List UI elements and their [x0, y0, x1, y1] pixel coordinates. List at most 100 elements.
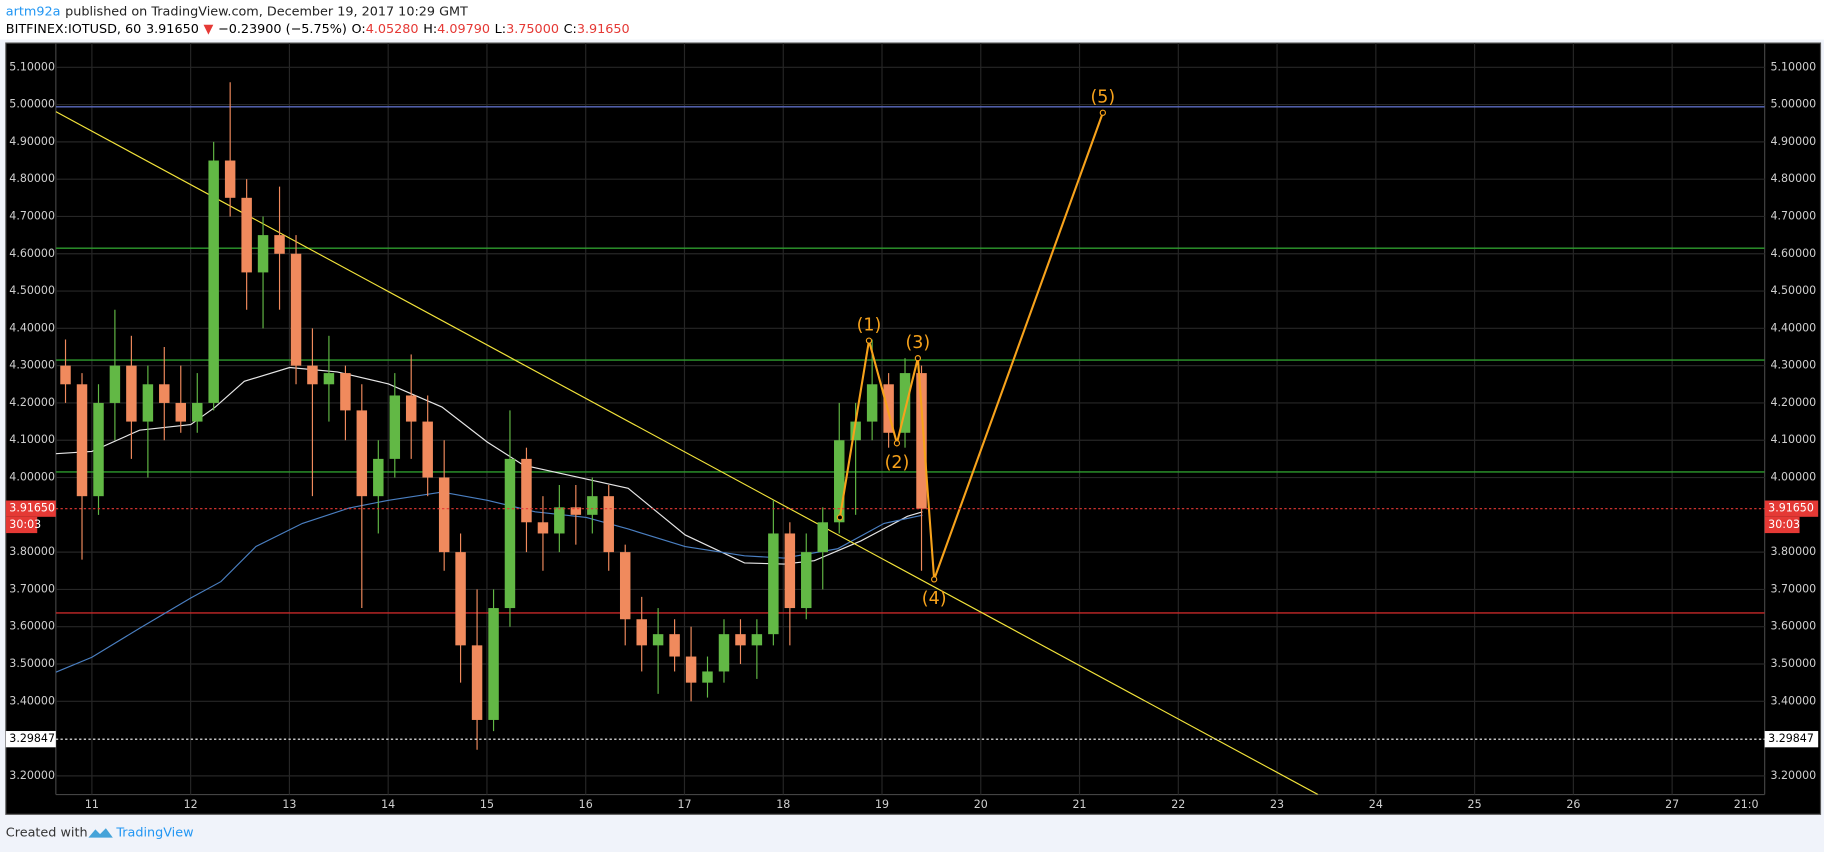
price-marker-label: 3.91650 — [9, 502, 55, 515]
countdown-label: 30:03 — [1768, 518, 1800, 531]
candle-body — [241, 197, 252, 273]
candle-body — [126, 365, 137, 422]
candle-body — [224, 160, 236, 198]
quote-part: 4.09790 — [437, 22, 490, 37]
y-tick-label: 3.40000 — [9, 694, 55, 707]
y-tick-label: 4.30000 — [9, 359, 55, 372]
wave-point — [836, 514, 844, 521]
candle-body — [866, 384, 878, 422]
x-tick-label: 19 — [875, 798, 889, 811]
candle-body — [850, 421, 861, 441]
candle-body — [669, 634, 680, 657]
wave-label: (2) — [885, 453, 910, 473]
wave-label: (5) — [1090, 88, 1115, 108]
y-tick-label: 4.20000 — [1770, 396, 1816, 409]
y-tick-label: 4.40000 — [1770, 321, 1816, 334]
y-tick-label: 4.40000 — [9, 321, 55, 334]
quote-part: L: — [495, 22, 506, 37]
y-tick-label: 3.40000 — [1770, 694, 1816, 707]
candle-body — [735, 634, 746, 646]
y-tick-label: 4.10000 — [1770, 433, 1816, 446]
quote-part: 3.91650 — [577, 22, 630, 37]
candle-body — [192, 402, 203, 422]
candle-body — [603, 496, 614, 553]
candle-body — [471, 645, 483, 720]
candle-body — [274, 235, 285, 254]
y-tick-label: 5.10000 — [9, 60, 55, 73]
quote-part: H: — [423, 22, 437, 37]
x-tick-label: 21 — [1073, 798, 1087, 811]
wave-point — [931, 576, 938, 583]
price-marker — [1764, 731, 1819, 748]
y-tick-label: 3.50000 — [9, 657, 55, 670]
candle-body — [405, 395, 417, 422]
wave-point — [1099, 109, 1106, 116]
quote-part: 4.05280 — [366, 22, 419, 37]
header-background — [0, 0, 1824, 40]
x-tick-label: 23 — [1270, 798, 1284, 811]
candle-body — [438, 477, 450, 553]
candle-body — [356, 410, 368, 497]
candle-body — [340, 373, 351, 411]
candle-body — [93, 402, 104, 497]
y-tick-label: 5.00000 — [1770, 98, 1816, 111]
footer-brand[interactable]: TradingView — [115, 825, 193, 840]
candle-body — [784, 533, 796, 609]
candle-body — [504, 458, 516, 609]
quote-part: 3.75000 — [506, 22, 559, 37]
candle-body — [307, 365, 318, 385]
y-tick-label: 3.80000 — [9, 545, 55, 558]
x-tick-label: 20 — [974, 798, 988, 811]
price-marker — [1764, 500, 1819, 517]
chart-panel — [5, 42, 1822, 815]
countdown-label: 30:03 — [9, 518, 41, 531]
candle-body — [422, 421, 433, 478]
candle-body — [685, 656, 697, 683]
candle-body — [60, 365, 71, 385]
x-tick-label: 14 — [381, 798, 395, 811]
y-tick-label: 4.30000 — [1770, 359, 1816, 372]
x-tick-label: 13 — [282, 798, 296, 811]
candle-body — [751, 634, 763, 646]
wave-label: (3) — [906, 333, 931, 353]
author[interactable]: artm92a — [6, 4, 61, 19]
y-tick-label: 3.70000 — [1770, 582, 1816, 595]
candle-body — [455, 552, 466, 646]
y-tick-label: 4.90000 — [9, 135, 55, 148]
candle-body — [817, 522, 828, 553]
candle-body — [702, 671, 713, 683]
candle-body — [554, 507, 565, 534]
candle-body — [142, 384, 154, 422]
y-tick-label: 4.60000 — [1770, 247, 1816, 260]
candle-body — [652, 634, 664, 646]
y-tick-label: 4.20000 — [9, 396, 55, 409]
grid — [55, 43, 1765, 795]
logo[interactable] — [88, 828, 113, 838]
price-marker-label: 3.29847 — [1768, 732, 1814, 745]
wave-line — [838, 112, 1104, 580]
price-marker — [5, 731, 56, 748]
y-tick-label: 4.70000 — [1770, 209, 1816, 222]
candle-body — [323, 373, 335, 385]
price-marker-label: 3.29847 — [9, 732, 55, 745]
y-tick-label: 4.70000 — [9, 209, 55, 222]
candle-body — [290, 253, 302, 366]
y-tick-label: 4.50000 — [1770, 284, 1816, 297]
y-tick-label: 4.50000 — [9, 284, 55, 297]
y-tick-label: 5.10000 — [1770, 60, 1816, 73]
published: published on TradingView.com, December 1… — [65, 4, 468, 19]
quote-part: 3.91650 — [146, 22, 199, 37]
candle-body — [619, 552, 631, 620]
candle-body — [109, 365, 121, 403]
candle-body — [521, 458, 532, 523]
candle-body — [76, 384, 88, 497]
y-tick-label: 3.50000 — [1770, 657, 1816, 670]
candle-body — [373, 458, 384, 497]
quote-part: −0.23900 (−5.75%) — [218, 22, 347, 37]
y-tick-label: 3.80000 — [1770, 545, 1816, 558]
candle-body — [389, 395, 401, 459]
wave-point — [865, 337, 873, 344]
y-tick-label: 3.60000 — [9, 620, 55, 633]
